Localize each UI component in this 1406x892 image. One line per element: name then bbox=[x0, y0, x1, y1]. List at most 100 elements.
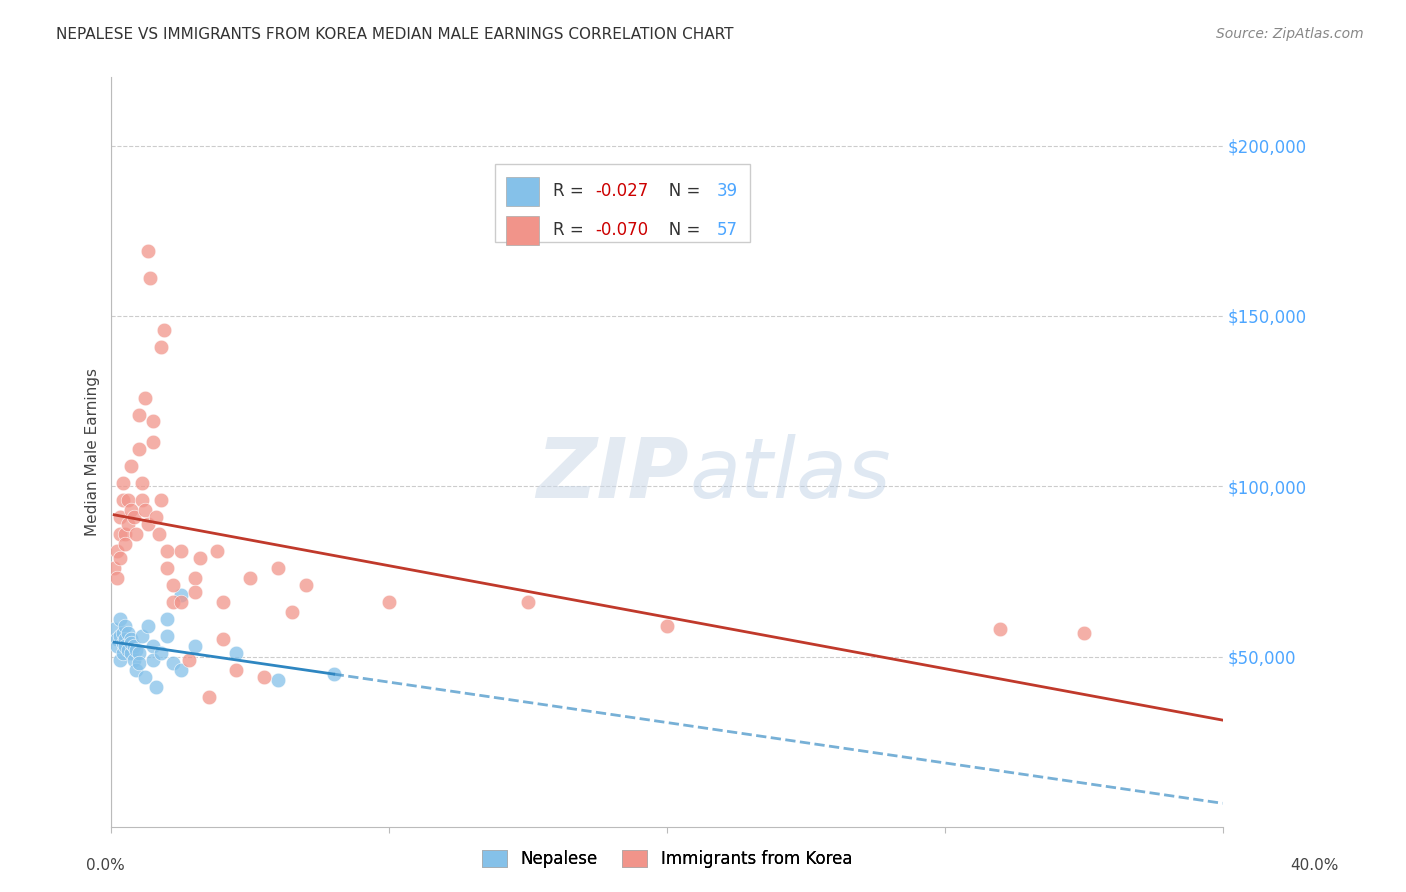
Text: N =: N = bbox=[652, 221, 706, 239]
Point bbox=[225, 646, 247, 660]
Point bbox=[134, 391, 156, 405]
Point bbox=[170, 663, 193, 677]
Point bbox=[145, 509, 167, 524]
Point bbox=[150, 340, 173, 354]
Y-axis label: Median Male Earnings: Median Male Earnings bbox=[86, 368, 100, 536]
Point bbox=[139, 271, 162, 285]
Point bbox=[655, 619, 678, 633]
Point bbox=[111, 646, 134, 660]
Point bbox=[211, 632, 233, 647]
Point bbox=[117, 516, 139, 531]
Point bbox=[111, 475, 134, 490]
Point bbox=[378, 595, 401, 609]
Point bbox=[188, 550, 211, 565]
Point bbox=[162, 657, 184, 671]
Text: 0.0%: 0.0% bbox=[86, 858, 125, 872]
Point bbox=[125, 642, 148, 657]
Point bbox=[184, 584, 207, 599]
Point bbox=[114, 537, 136, 551]
Point bbox=[131, 492, 153, 507]
Point bbox=[253, 670, 276, 684]
Point bbox=[120, 503, 142, 517]
Point bbox=[211, 595, 233, 609]
Point bbox=[179, 653, 201, 667]
Point bbox=[156, 629, 179, 643]
Point bbox=[136, 244, 159, 259]
Point bbox=[117, 492, 139, 507]
Point bbox=[128, 657, 150, 671]
Point bbox=[108, 509, 131, 524]
Point bbox=[111, 625, 134, 640]
Text: R =: R = bbox=[553, 221, 589, 239]
Point bbox=[162, 578, 184, 592]
Point bbox=[122, 640, 145, 654]
Text: -0.070: -0.070 bbox=[595, 221, 648, 239]
Point bbox=[184, 640, 207, 654]
Point bbox=[114, 619, 136, 633]
Point bbox=[120, 458, 142, 473]
FancyBboxPatch shape bbox=[506, 178, 540, 205]
Point bbox=[153, 322, 176, 336]
Point bbox=[136, 516, 159, 531]
Point bbox=[990, 622, 1012, 636]
Point bbox=[108, 527, 131, 541]
Point bbox=[142, 434, 165, 449]
Point bbox=[128, 408, 150, 422]
Point bbox=[134, 503, 156, 517]
Point bbox=[156, 561, 179, 575]
Point bbox=[128, 646, 150, 660]
Point bbox=[156, 612, 179, 626]
Point bbox=[122, 509, 145, 524]
Point bbox=[267, 561, 290, 575]
FancyBboxPatch shape bbox=[495, 163, 751, 243]
Point bbox=[136, 619, 159, 633]
Point bbox=[120, 632, 142, 647]
Point bbox=[148, 527, 170, 541]
Point bbox=[122, 653, 145, 667]
Text: 57: 57 bbox=[717, 221, 738, 239]
Point bbox=[517, 595, 540, 609]
Point bbox=[108, 550, 131, 565]
Legend: Nepalese, Immigrants from Korea: Nepalese, Immigrants from Korea bbox=[475, 843, 859, 875]
Point bbox=[111, 636, 134, 650]
FancyBboxPatch shape bbox=[506, 216, 540, 244]
Point bbox=[105, 632, 128, 647]
Text: -0.027: -0.027 bbox=[595, 182, 648, 201]
Point bbox=[105, 544, 128, 558]
Point bbox=[125, 663, 148, 677]
Text: atlas: atlas bbox=[689, 434, 891, 515]
Text: R =: R = bbox=[553, 182, 589, 201]
Point bbox=[150, 492, 173, 507]
Point bbox=[205, 544, 228, 558]
Point bbox=[150, 646, 173, 660]
Point bbox=[120, 636, 142, 650]
Point bbox=[1073, 625, 1095, 640]
Point bbox=[117, 625, 139, 640]
Point bbox=[162, 595, 184, 609]
Point bbox=[103, 561, 125, 575]
Point bbox=[117, 642, 139, 657]
Point bbox=[128, 442, 150, 456]
Text: 40.0%: 40.0% bbox=[1291, 858, 1339, 872]
Point bbox=[197, 690, 219, 705]
Point bbox=[225, 663, 247, 677]
Point bbox=[142, 640, 165, 654]
Point bbox=[114, 527, 136, 541]
Point bbox=[103, 622, 125, 636]
Point bbox=[142, 653, 165, 667]
Point bbox=[170, 588, 193, 602]
Point bbox=[125, 527, 148, 541]
Point bbox=[108, 653, 131, 667]
Point bbox=[105, 571, 128, 585]
Point bbox=[131, 629, 153, 643]
Point bbox=[131, 475, 153, 490]
Point bbox=[105, 640, 128, 654]
Point bbox=[267, 673, 290, 688]
Point bbox=[108, 612, 131, 626]
Point bbox=[111, 492, 134, 507]
Text: N =: N = bbox=[652, 182, 706, 201]
Point bbox=[184, 571, 207, 585]
Point bbox=[281, 605, 304, 619]
Point bbox=[108, 629, 131, 643]
Text: ZIP: ZIP bbox=[537, 434, 689, 515]
